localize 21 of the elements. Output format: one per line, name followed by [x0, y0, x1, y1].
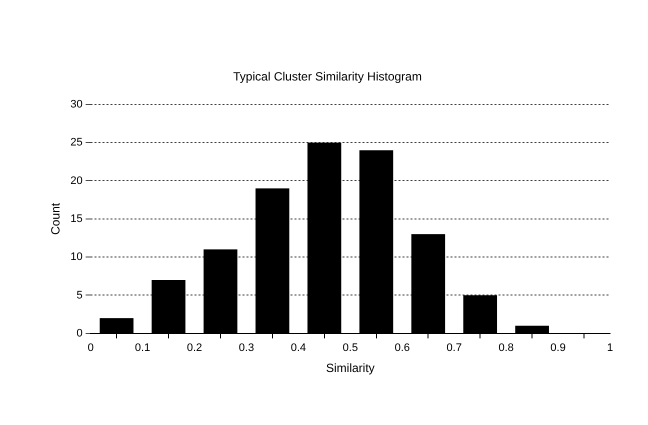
x-tick-label: 0.7 — [446, 342, 462, 354]
x-tick-label: 0.4 — [290, 342, 306, 354]
x-axis-title: Similarity — [326, 361, 375, 376]
y-tick-label: 5 — [76, 289, 83, 302]
x-tick-label: 0.5 — [342, 342, 358, 354]
y-tick-label: 20 — [70, 174, 83, 187]
x-tick-label: 0.1 — [134, 342, 150, 354]
x-tick-label: 0.8 — [498, 342, 514, 354]
x-tick-label: 0.2 — [186, 342, 202, 354]
y-tick-label: 0 — [76, 327, 83, 340]
y-tick-label: 30 — [70, 98, 83, 110]
x-tick-label: 0.3 — [238, 342, 254, 354]
y-tick-label: 10 — [70, 251, 83, 264]
y-tick-label: 15 — [70, 212, 83, 225]
x-tick-label: 0.6 — [394, 342, 410, 354]
x-tick-label: 1 — [606, 342, 614, 354]
y-tick-label: 25 — [70, 136, 83, 149]
chart-title: Typical Cluster Similarity Histogram — [233, 70, 422, 84]
x-tick-label: 0 — [88, 342, 94, 354]
x-tick-label: 0.9 — [550, 342, 566, 354]
y-axis-title: Count — [48, 202, 63, 235]
